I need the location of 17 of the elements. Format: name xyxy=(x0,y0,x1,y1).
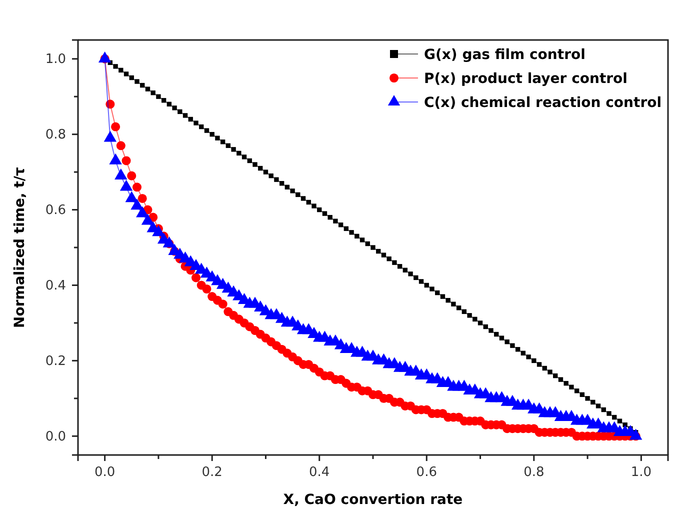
y-axis-title: Normalized time, t/τ xyxy=(12,166,28,328)
legend-label: C(x) chemical reaction control xyxy=(424,95,662,111)
y-tick-label: 1.0 xyxy=(45,52,66,68)
y-tick-label: 0.2 xyxy=(45,354,66,369)
y-tick-label: 0.4 xyxy=(45,278,66,294)
x-tick-label: 0.4 xyxy=(309,465,330,480)
x-axis-title: X, CaO convertion rate xyxy=(283,492,463,508)
legend-label: G(x) gas film control xyxy=(424,47,586,63)
x-tick-label: 0.8 xyxy=(524,465,544,480)
legend-label: P(x) product layer control xyxy=(424,71,628,87)
x-tick-label: 0.0 xyxy=(94,465,116,480)
y-tick-label: 0.6 xyxy=(45,202,66,218)
x-tick-label: 0.6 xyxy=(416,465,437,480)
x-tick-label: 0.2 xyxy=(202,465,222,480)
x-tick-label: 1.0 xyxy=(630,465,652,480)
y-tick-label: 0.0 xyxy=(45,429,66,444)
y-tick-label: 0.8 xyxy=(45,127,66,142)
